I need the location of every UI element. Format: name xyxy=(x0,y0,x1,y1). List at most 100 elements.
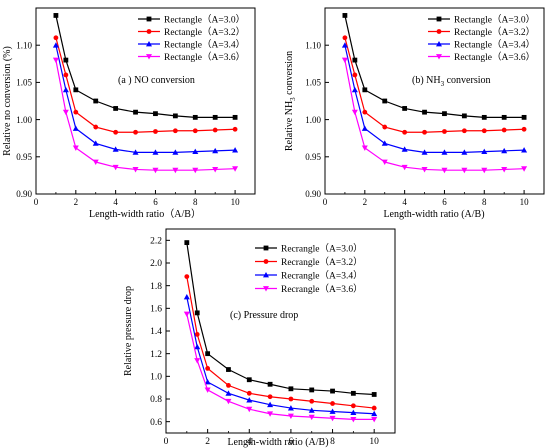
data-point xyxy=(172,128,178,134)
data-point xyxy=(350,417,357,423)
data-point xyxy=(62,109,69,116)
x-tick-label: 6 xyxy=(153,197,158,207)
legend-entry: Recrangle（A=3.2） xyxy=(255,256,363,268)
legend-marker xyxy=(436,29,442,34)
data-point xyxy=(204,379,211,385)
y-tick-label: 0.8 xyxy=(150,395,162,405)
y-tick-label: 2.2 xyxy=(150,237,162,247)
data-point xyxy=(133,109,138,115)
data-point xyxy=(184,240,190,245)
data-point xyxy=(73,109,79,115)
data-point xyxy=(212,114,218,120)
data-point xyxy=(194,332,200,337)
legend-label: Rectangle（A=3.2） xyxy=(164,26,245,38)
data-point xyxy=(330,401,335,406)
legend-marker xyxy=(263,259,269,264)
series-2 xyxy=(341,42,528,155)
data-point xyxy=(402,129,408,135)
data-point xyxy=(287,413,294,419)
data-point xyxy=(521,126,527,132)
data-point xyxy=(441,149,448,155)
plot-frame xyxy=(35,7,256,195)
data-point xyxy=(204,387,211,393)
data-point xyxy=(481,128,487,134)
data-point xyxy=(402,106,408,111)
legend-entry: Rectangle（A=3.6） xyxy=(428,51,535,63)
data-point xyxy=(52,42,59,48)
y-axis-label: Relative NH3 conversion xyxy=(284,51,297,151)
legend-label: Rectangle（A=3.4） xyxy=(454,38,535,50)
data-point xyxy=(382,124,388,130)
data-point xyxy=(172,167,179,174)
data-point xyxy=(521,114,527,120)
x-axis-label: Length-width ratio (A/B) xyxy=(227,437,328,448)
y-axis-label-subscript: 3 xyxy=(289,97,297,101)
data-point xyxy=(461,128,467,134)
legend-entry: Recrangle（A=3.0） xyxy=(255,242,363,254)
data-point xyxy=(481,167,488,174)
data-point xyxy=(309,398,315,404)
data-point xyxy=(288,386,294,392)
series-0 xyxy=(184,240,377,397)
legend-entry: Rectangle（A=3.0） xyxy=(138,13,245,25)
data-point xyxy=(232,114,238,120)
data-point xyxy=(421,149,428,155)
data-point xyxy=(192,148,199,154)
data-point xyxy=(381,159,388,166)
series-2 xyxy=(183,294,378,417)
legend-marker xyxy=(263,286,269,292)
data-point xyxy=(362,87,368,93)
data-point xyxy=(501,147,508,154)
legend-marker xyxy=(436,41,442,47)
data-point xyxy=(361,125,368,131)
y-tick-label: 1.00 xyxy=(305,115,321,125)
legend-marker xyxy=(146,54,152,60)
data-point xyxy=(192,128,198,134)
legend-entry: Rectangle（A=3.4） xyxy=(428,38,535,50)
series-3 xyxy=(52,57,239,174)
y-tick-label: 0.90 xyxy=(16,189,32,199)
data-point xyxy=(246,390,252,396)
data-point xyxy=(212,147,219,154)
y-tick-label: 2.0 xyxy=(150,259,162,269)
data-point xyxy=(172,149,179,155)
legend-entry: Rectangle（A=3.2） xyxy=(428,26,535,38)
legend-entry: Rectangle（A=3.2） xyxy=(138,26,245,38)
data-point xyxy=(53,13,59,18)
data-point xyxy=(212,127,218,133)
y-tick-label: 1.10 xyxy=(305,40,321,50)
data-point xyxy=(352,57,358,63)
data-point xyxy=(442,111,447,117)
x-axis-label: Length-width ratio（A/B） xyxy=(89,208,201,220)
legend-entry: Rectangle（A=3.6） xyxy=(138,51,245,63)
x-tick-label: 10 xyxy=(231,197,241,207)
legend-marker xyxy=(263,272,269,278)
y-axis-label: Relative pressure drop xyxy=(123,286,134,376)
data-point xyxy=(267,411,274,417)
x-tick-label: 2 xyxy=(363,197,368,207)
data-point xyxy=(267,394,273,400)
series-0 xyxy=(342,13,527,120)
data-point xyxy=(501,114,507,120)
data-point xyxy=(342,13,348,18)
data-point xyxy=(232,147,239,153)
data-point xyxy=(52,57,59,64)
data-point xyxy=(192,114,198,120)
x-tick-label: 6 xyxy=(289,437,294,447)
data-point xyxy=(63,57,69,63)
chart-annotation: (b) NH3 conversion xyxy=(412,75,491,88)
x-tick-label: 8 xyxy=(193,197,198,207)
x-tick-label: 4 xyxy=(402,197,407,207)
data-point xyxy=(172,113,178,119)
x-tick-label: 2 xyxy=(205,437,210,447)
x-tick-label: 4 xyxy=(113,197,118,207)
legend-label: Rectangle（A=3.0） xyxy=(164,13,245,25)
data-point xyxy=(352,72,358,78)
data-point xyxy=(225,398,232,405)
chart-annotation: (c) Pressure drop xyxy=(230,310,298,321)
legend-marker xyxy=(146,29,152,34)
data-point xyxy=(232,166,239,172)
legend-label: Recrangle（A=3.2） xyxy=(281,256,363,268)
data-point xyxy=(112,146,119,152)
